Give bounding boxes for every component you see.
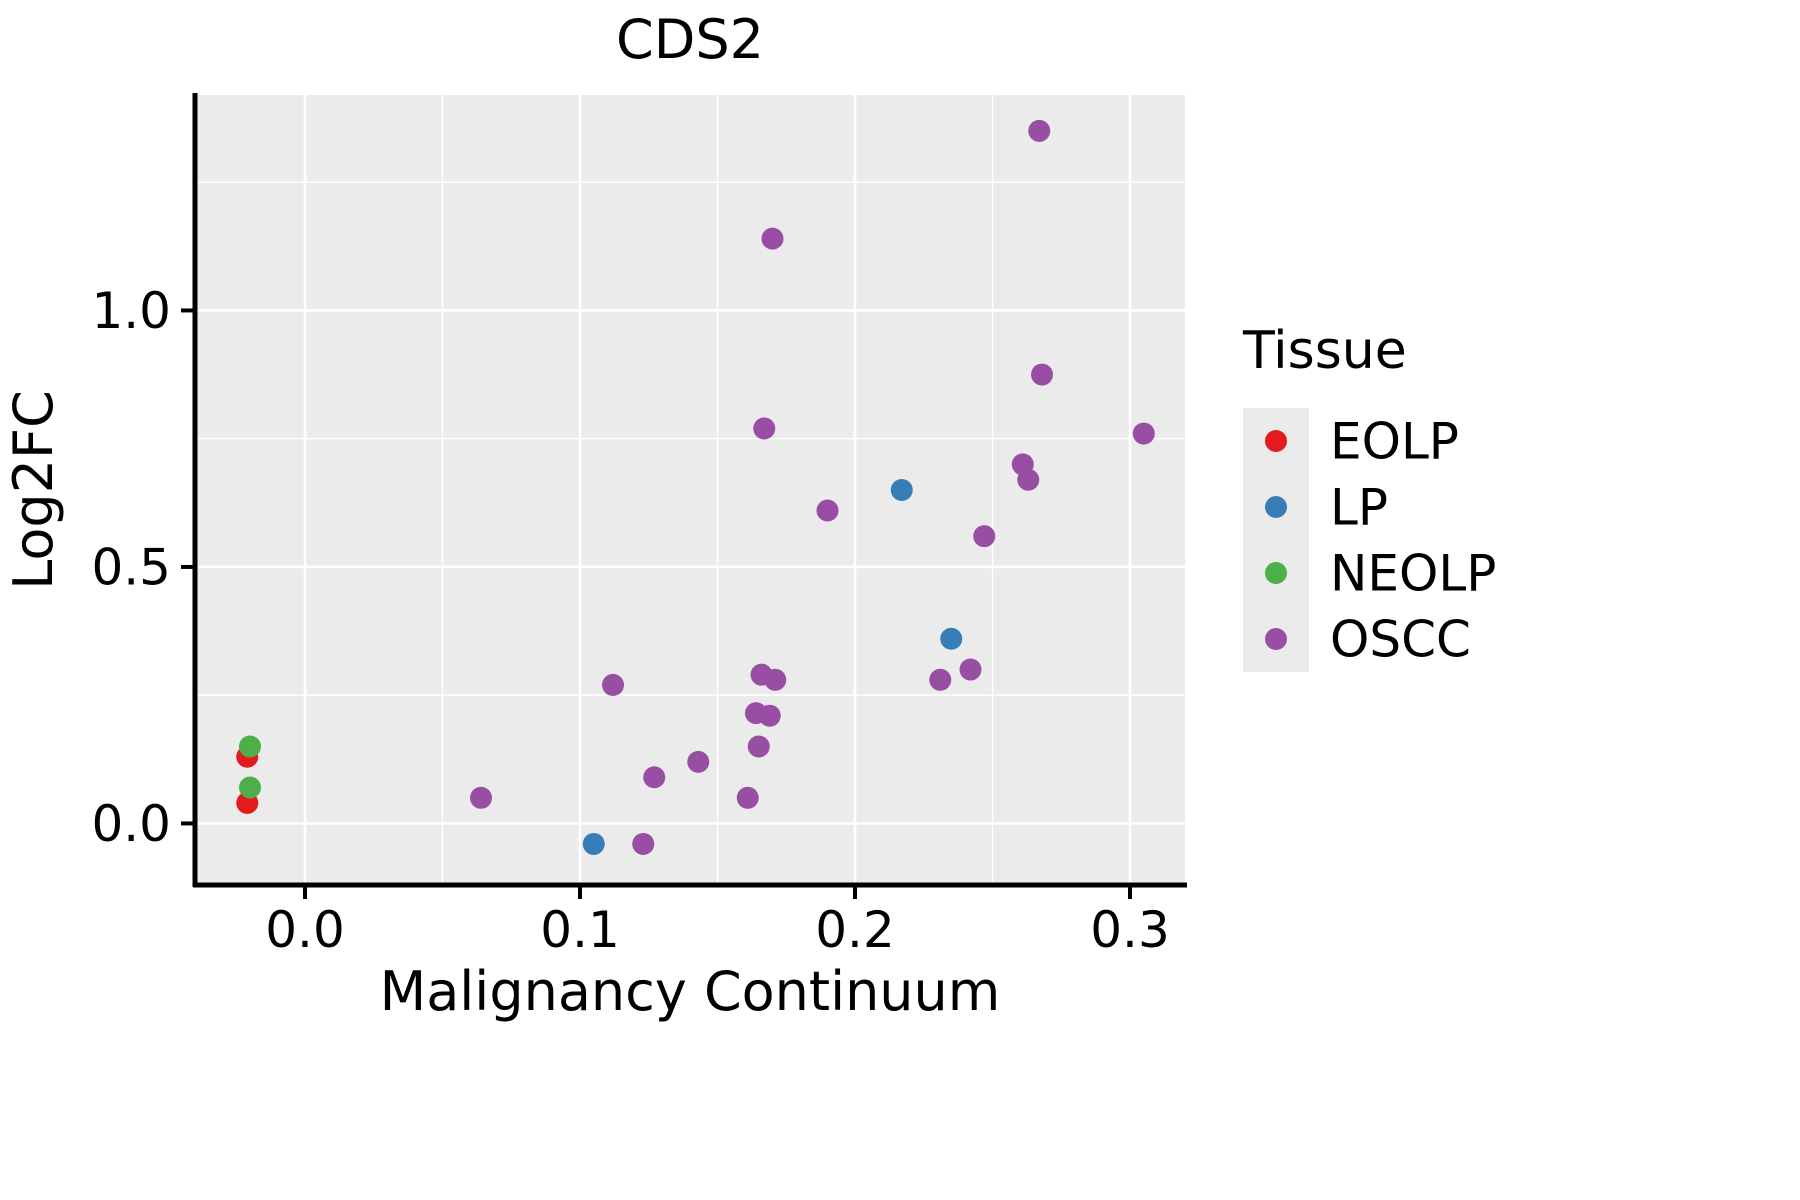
- y-tick-label: 1.0: [91, 282, 171, 340]
- legend-label-EOLP: EOLP: [1330, 413, 1459, 471]
- data-point-OSCC: [973, 525, 996, 548]
- data-points: [236, 119, 1155, 855]
- data-point-OSCC: [816, 499, 839, 522]
- data-point-OSCC: [470, 786, 492, 809]
- y-tick-label: 0.0: [91, 795, 171, 853]
- legend-label-NEOLP: NEOLP: [1330, 545, 1496, 603]
- data-point-OSCC: [602, 673, 624, 696]
- y-axis-label: Log2FC: [2, 390, 65, 590]
- data-point-OSCC: [1031, 363, 1053, 386]
- axis-tick-labels: 0.0 0.1 0.2 0.3 0.0 0.5 1.0: [91, 282, 1169, 959]
- gridlines-major: [195, 95, 1185, 885]
- data-point-LP: [890, 479, 913, 501]
- x-axis-label: Malignancy Continuum: [380, 960, 1001, 1023]
- data-point-OSCC: [687, 750, 710, 773]
- data-point-OSCC: [758, 704, 781, 727]
- plot-panel: [195, 95, 1185, 885]
- data-point-OSCC: [1017, 468, 1040, 491]
- data-point-OSCC: [929, 668, 952, 691]
- legend: EOLP LP NEOLP OSCC: [1243, 408, 1496, 672]
- data-point-OSCC: [1028, 119, 1051, 142]
- axis-ticks: [181, 308, 1132, 899]
- data-point-OSCC: [747, 735, 770, 758]
- data-point-OSCC: [959, 658, 982, 681]
- data-point-OSCC: [1132, 422, 1155, 445]
- data-point-OSCC: [753, 417, 776, 440]
- data-point-OSCC: [643, 766, 666, 789]
- gridlines-minor: [195, 95, 1185, 885]
- data-point-LP: [940, 627, 963, 650]
- y-tick-label: 0.5: [91, 538, 171, 596]
- x-tick-label: 0.0: [265, 901, 345, 959]
- axis-lines: [192, 93, 1187, 888]
- data-point-OSCC: [632, 832, 655, 855]
- legend-dot-NEOLP: [1265, 562, 1287, 584]
- legend-title: Tissue: [1242, 321, 1407, 381]
- chart-title: CDS2: [616, 8, 764, 71]
- data-point-NEOLP: [239, 735, 261, 758]
- x-tick-label: 0.3: [1090, 901, 1170, 959]
- legend-label-OSCC: OSCC: [1330, 611, 1471, 669]
- data-point-OSCC: [761, 227, 784, 250]
- data-point-OSCC: [736, 786, 759, 809]
- data-point-NEOLP: [239, 776, 261, 799]
- legend-dot-OSCC: [1265, 628, 1287, 650]
- legend-dot-EOLP: [1265, 430, 1287, 452]
- legend-dot-LP: [1265, 496, 1287, 518]
- x-tick-label: 0.2: [815, 901, 895, 959]
- data-point-OSCC: [764, 668, 787, 691]
- x-tick-label: 0.1: [540, 901, 620, 959]
- legend-label-LP: LP: [1330, 479, 1388, 537]
- data-point-LP: [582, 832, 605, 855]
